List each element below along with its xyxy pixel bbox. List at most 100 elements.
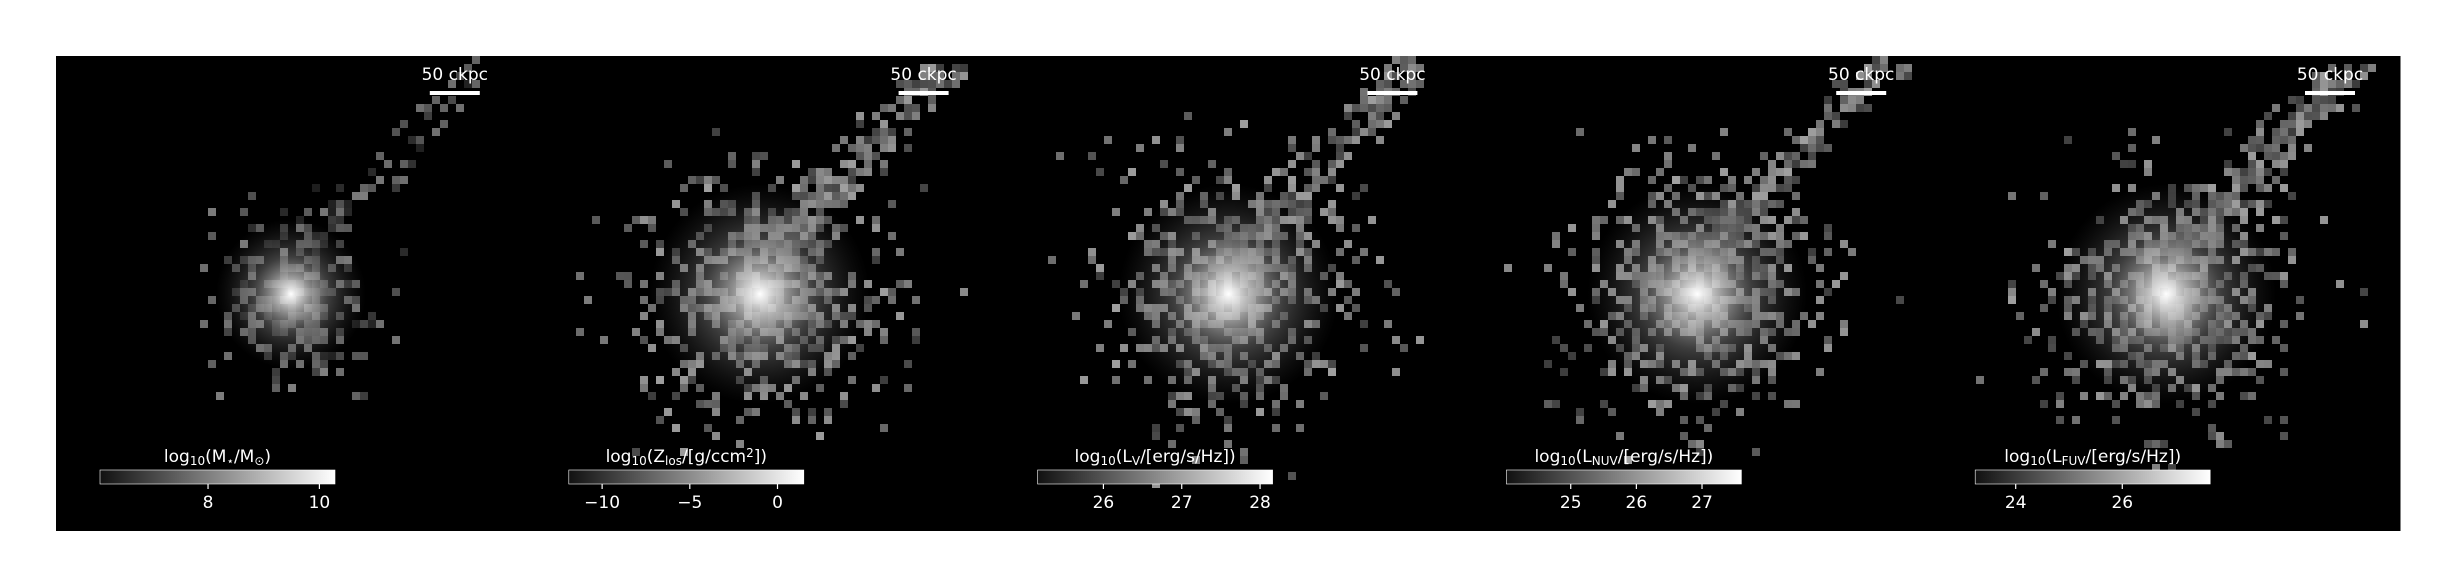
pixel (936, 64, 944, 72)
pixel (1560, 280, 1568, 288)
pixel (2360, 64, 2368, 72)
pixel (2152, 464, 2160, 472)
pixel (888, 104, 896, 112)
pixel (1296, 200, 1304, 208)
pixel (912, 336, 920, 344)
label-part: log (606, 447, 632, 467)
colorbar-tick-label: 25 (1560, 493, 1582, 513)
pixel (2128, 128, 2136, 136)
label-part: /[erg/s/Hz]) (1618, 447, 1714, 467)
pixel (312, 368, 320, 376)
pixel (2288, 192, 2296, 200)
pixel (736, 416, 744, 424)
colorbar-tick-label: −5 (677, 493, 702, 513)
pixel (2040, 368, 2048, 376)
pixel (336, 368, 344, 376)
pixel (2304, 144, 2312, 152)
pixel (1592, 224, 1600, 232)
pixel (1840, 240, 1848, 248)
pixel (1808, 128, 1816, 136)
pixel (2248, 176, 2256, 184)
pixel (840, 176, 848, 184)
pixel (1664, 136, 1672, 144)
pixel (1592, 216, 1600, 224)
pixel (1632, 144, 1640, 152)
pixel (360, 352, 368, 360)
pixel (2288, 128, 2296, 136)
pixel (1760, 184, 1768, 192)
pixel (2304, 120, 2312, 128)
pixel (1840, 104, 1848, 112)
pixel (1720, 128, 1728, 136)
pixel (2256, 128, 2264, 136)
pixel (808, 192, 816, 200)
pixel (352, 352, 360, 360)
pixel (640, 384, 648, 392)
pixel (248, 192, 256, 200)
pixel (1176, 168, 1184, 176)
pixel (1344, 104, 1352, 112)
pixel (752, 152, 760, 160)
pixel (1128, 360, 1136, 368)
pixel (1096, 264, 1104, 272)
pixel (288, 384, 296, 392)
pixel (1368, 128, 1376, 136)
pixel (1352, 192, 1360, 200)
pixel (360, 192, 368, 200)
pixel (1600, 368, 1608, 376)
pixel (1376, 136, 1384, 144)
pixel (1288, 192, 1296, 200)
pixel (2256, 144, 2264, 152)
pixel (848, 352, 856, 360)
pixel (928, 64, 936, 72)
pixel (464, 64, 472, 72)
pixel (704, 424, 712, 432)
pixel (1136, 224, 1144, 232)
pixel (1288, 136, 1296, 144)
colorbar-label: log10(LNUV/[erg/s/Hz]) (1534, 447, 1713, 468)
pixel (848, 176, 856, 184)
pixel (368, 168, 376, 176)
pixel (2296, 104, 2304, 112)
pixel (1568, 248, 1576, 256)
pixel (656, 416, 664, 424)
pixel (2272, 216, 2280, 224)
pixel (1848, 248, 1856, 256)
pixel (640, 296, 648, 304)
pixel (2280, 184, 2288, 192)
pixel (848, 376, 856, 384)
pixel (720, 184, 728, 192)
pixel (1824, 96, 1832, 104)
pixel (2296, 128, 2304, 136)
pixel (2160, 440, 2168, 448)
pixel (1760, 152, 1768, 160)
pixel (2336, 80, 2344, 88)
pixel (1728, 176, 1736, 184)
pixel (872, 248, 880, 256)
label-subscript: FUV (2062, 454, 2087, 468)
pixel (400, 120, 408, 128)
pixel (672, 368, 680, 376)
pixel (1904, 64, 1912, 72)
pixel (1128, 168, 1136, 176)
pixel (1680, 416, 1688, 424)
pixel (2288, 248, 2296, 256)
pixel (832, 184, 840, 192)
label-part: /[erg/s/Hz]) (1140, 447, 1236, 467)
pixel (2080, 392, 2088, 400)
pixel (1632, 384, 1640, 392)
colorbar-label: log10(Zlos/[g/ccm2]) (606, 446, 767, 468)
pixel (856, 184, 864, 192)
pixel (2120, 392, 2128, 400)
label-part: (L (1116, 447, 1133, 467)
pixel (1312, 160, 1320, 168)
pixel (1152, 432, 1160, 440)
galaxy-core (1118, 184, 1339, 404)
pixel (2256, 184, 2264, 192)
pixel (2296, 120, 2304, 128)
pixel (1304, 152, 1312, 160)
pixel (1752, 392, 1760, 400)
pixel (1816, 368, 1824, 376)
pixel (704, 184, 712, 192)
label-subscript: 10 (2030, 454, 2045, 468)
